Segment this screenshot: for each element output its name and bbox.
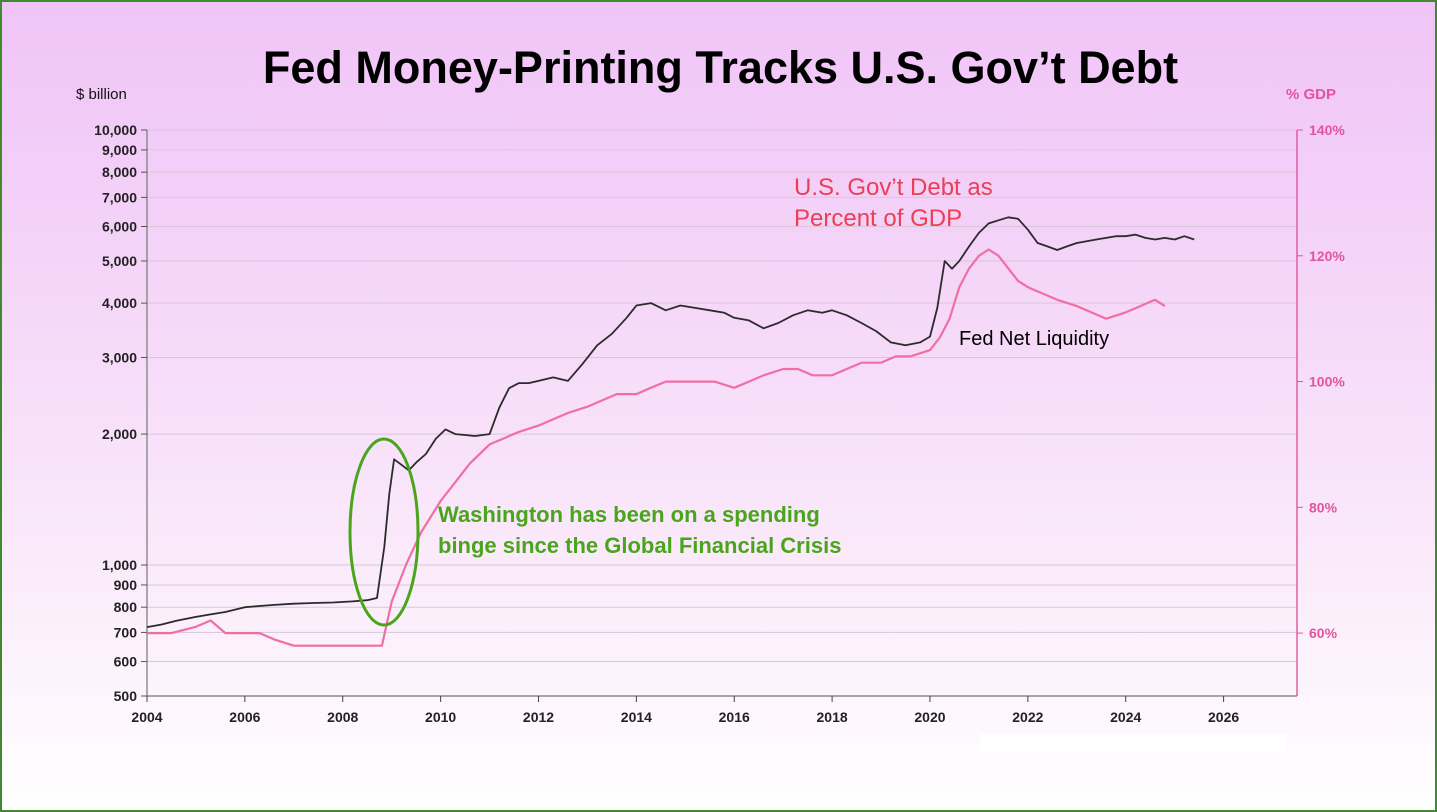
x-tick-label: 2024 (1110, 709, 1141, 725)
left-axis-unit: $ billion (76, 86, 127, 103)
liquidity-annotation: Fed Net Liquidity (959, 328, 1110, 350)
x-tick-label: 2018 (817, 709, 848, 725)
liquidity-series-line (146, 216, 1195, 628)
left-tick-label: 9,000 (102, 142, 137, 158)
series (146, 216, 1195, 647)
left-tick-label: 5,000 (102, 253, 137, 269)
left-tick-label: 800 (114, 599, 138, 615)
gridlines (147, 129, 1297, 697)
x-tick-label: 2012 (523, 709, 554, 725)
debt-annotation-line-2: Percent of GDP (794, 205, 963, 232)
right-tick-label: 140% (1309, 122, 1345, 138)
left-tick-label: 1,000 (102, 557, 137, 573)
redaction-bar (980, 734, 1286, 752)
right-axis-ticks: 60% 80% 100% 120% 140% (1297, 122, 1345, 641)
debt-annotation-line-1: U.S. Gov’t Debt as (794, 174, 993, 201)
x-tick-label: 2008 (327, 709, 358, 725)
left-tick-label: 4,000 (102, 295, 137, 311)
left-tick-label: 8,000 (102, 164, 137, 180)
x-tick-label: 2006 (229, 709, 260, 725)
left-tick-label: 10,000 (94, 122, 137, 138)
x-tick-label: 2010 (425, 709, 456, 725)
washington-annotation-line-2: binge since the Global Financial Crisis (438, 533, 842, 558)
left-axis-ticks: 500 600 700 800 900 1,000 2,000 3,000 4,000 5,000… (94, 122, 147, 704)
x-tick-label: 2004 (131, 709, 162, 725)
left-tick-label: 7,000 (102, 189, 137, 205)
debt-series-line (147, 248, 1166, 647)
left-tick-label: 900 (114, 577, 138, 593)
washington-annotation: Washington has been on a spending binge … (438, 499, 841, 561)
left-tick-label: 6,000 (102, 219, 137, 235)
debt-annotation: U.S. Gov’t Debt as Percent of GDP (794, 172, 993, 234)
x-tick-label: 2014 (621, 709, 652, 725)
right-tick-label: 80% (1309, 499, 1338, 515)
left-tick-label: 700 (114, 624, 138, 640)
crisis-highlight-ellipse (348, 437, 420, 627)
left-tick-label: 3,000 (102, 349, 137, 365)
washington-annotation-line-1: Washington has been on a spending (438, 502, 820, 527)
chart-title: Fed Money-Printing Tracks U.S. Gov’t Deb… (262, 42, 1179, 93)
right-tick-label: 120% (1309, 248, 1345, 264)
left-tick-label: 600 (114, 654, 138, 670)
axes (146, 130, 1298, 697)
right-tick-label: 100% (1309, 374, 1345, 390)
x-tick-label: 2020 (914, 709, 945, 725)
x-tick-label: 2022 (1012, 709, 1043, 725)
left-tick-label: 500 (114, 688, 138, 704)
x-tick-label: 2026 (1208, 709, 1239, 725)
x-tick-label: 2016 (719, 709, 750, 725)
right-tick-label: 60% (1309, 625, 1338, 641)
left-tick-label: 2,000 (102, 426, 137, 442)
x-axis-ticks: 2004 2006 2008 2010 2012 2014 2016 2018 2020 2022… (131, 696, 1239, 725)
right-axis-unit: % GDP (1286, 86, 1337, 103)
